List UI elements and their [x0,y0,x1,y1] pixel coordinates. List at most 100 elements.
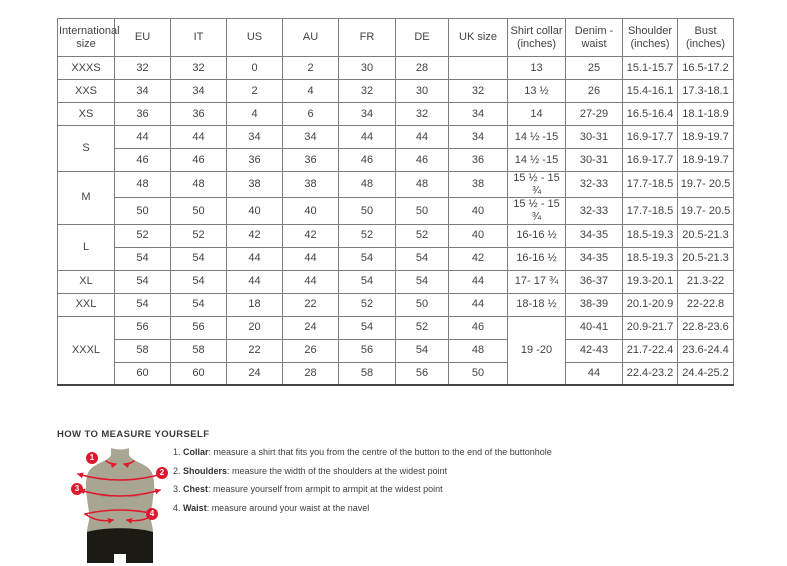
size-cell: 44 [395,125,449,149]
size-cell: 24 [226,361,283,386]
size-cell: 19.3-20.1 [622,269,678,294]
size-cell: 16.5-16.4 [622,102,678,126]
size-cell: 48 [448,338,508,363]
table-row: S 44 44 34 34 44 44 34 14 ½ -15 30-31 16.9-17.7 18.… [57,125,734,172]
size-cell: 50 [170,197,227,225]
size-cell: 18.5-19.3 [622,246,678,271]
table-row: XL 54 54 44 44 54 54 44 17- 17 ¾ 36-37 19.3-20.1 21… [57,269,734,294]
column-header: FR [338,18,396,57]
size-cell: 26 [565,79,623,103]
table-row: XS 36 36 4 6 34 32 34 14 27-29 16.5-16.4 18.1-18.9 [57,102,734,126]
size-cell: 17.7-18.5 [622,170,678,199]
measure-step: 4. Waist: measure around your waist at t… [173,503,733,514]
size-cell: 22 [226,338,283,363]
size-cell: 38 [448,170,508,199]
size-cell: 52 [395,315,449,340]
size-cell: 50 [114,197,171,225]
step-number: 2. [173,465,184,476]
size-cell: 44 [114,125,171,149]
size-cell: 4 [282,79,339,103]
step-number: 4. [173,502,184,513]
table-row: L 52 52 42 42 52 52 40 16-16 ½ 34-35 18.5-19.3 20.5… [57,223,734,271]
size-cell: 14 ½ -15 [507,125,566,149]
size-cell: 46 [114,148,171,172]
shorts-shape [87,528,153,563]
size-cell: 32 [170,56,227,80]
column-header: Shirt collar (inches) [507,18,566,57]
size-cell: 22.8-23.6 [677,315,734,340]
table-row: 46 46 36 36 46 46 36 14 ½ -15 30-31 16.9-17.7 18.9… [58,148,734,172]
size-cell: 44 [565,361,623,386]
table-row: 50 50 40 40 50 50 40 15 ½ - 15 ¾ 32-33 17.7-18.5 1… [58,197,734,225]
step-text: : measure a shirt that fits you from the… [208,447,552,457]
size-cell: 54 [395,269,449,294]
size-cell: 18.9-19.7 [677,148,734,172]
size-cell: 40-41 [565,315,623,340]
size-cell: 18.5-19.3 [622,223,678,248]
measure-steps: 1. Collar: measure a shirt that fits you… [173,447,733,521]
column-header: US [226,18,283,57]
size-cell: 46 [170,148,227,172]
column-header: DE [395,18,449,57]
size-cell: 32-33 [565,197,623,225]
size-cell: 50 [448,361,508,386]
step-term: Collar [183,447,209,457]
size-cell: 60 [114,361,171,386]
size-cell: 40 [448,197,508,225]
size-cell: 54 [338,315,396,340]
torso-figure-illustration [77,448,163,563]
column-header: Bust (inches) [677,18,734,57]
size-group-label: XXXL [57,315,115,386]
size-cell: 17.3-18.1 [677,79,734,103]
size-cell: 40 [226,197,283,225]
step-term: Chest [183,484,209,494]
size-cell: 44 [448,269,508,294]
size-cell: 56 [114,315,171,340]
size-cell: 44 [226,246,283,271]
size-cell: 54 [395,338,449,363]
size-cell: 15.1-15.7 [622,56,678,80]
column-header: IT [170,18,227,57]
size-cell: 32 [448,79,508,103]
size-group-label: L [57,223,115,271]
size-group-label: XXS [57,79,115,103]
size-cell: 27-29 [565,102,623,126]
figure-marker: 3 [71,483,83,495]
size-group-label: XXXS [57,56,115,80]
waist-measure-line [84,513,114,524]
header-row: International size EU IT US AU FR DE UK size Shi… [57,18,734,57]
column-header: Shoulder (inches) [622,18,678,57]
size-cell: 48 [338,170,396,199]
size-cell: 34 [170,79,227,103]
measure-step: 3. Chest: measure yourself from armpit t… [173,484,733,495]
size-cell: 18.1-18.9 [677,102,734,126]
step-number: 3. [173,484,184,494]
size-cell: 24 [282,315,339,340]
size-cell: 46 [338,148,396,172]
size-cell: 42 [226,223,283,248]
size-cell: 54 [338,246,396,271]
size-cell: 40 [282,197,339,225]
size-cell: 36 [226,148,283,172]
size-cell: 17.7-18.5 [622,197,678,225]
column-header: International size [57,18,120,57]
size-cell: 44 [170,125,227,149]
size-cell: 36 [448,148,508,172]
size-cell: 44 [338,125,396,149]
size-cell: 54 [170,246,227,271]
table-row: 58 58 22 26 56 54 48 42-43 21.7-22.4 23.6-24.4 [58,338,734,363]
size-cell: 23.6-24.4 [677,338,734,363]
size-cell: 54 [395,246,449,271]
size-cell: 48 [114,170,171,199]
table-row: XXS 34 34 2 4 32 30 32 13 ½ 26 15.4-16.1 17.3-18.1 [57,79,734,103]
size-cell: 36-37 [565,269,623,294]
size-table-head: International size EU IT US AU FR DE UK size Shi… [57,18,734,57]
size-cell: 52 [395,223,449,248]
size-cell: 54 [338,269,396,294]
size-group-label: S [57,125,115,172]
size-cell: 44 [282,269,339,294]
size-cell: 52 [338,223,396,248]
size-cell: 26 [282,338,339,363]
size-cell: 14 ½ -15 [507,148,566,172]
column-header: EU [114,18,171,57]
